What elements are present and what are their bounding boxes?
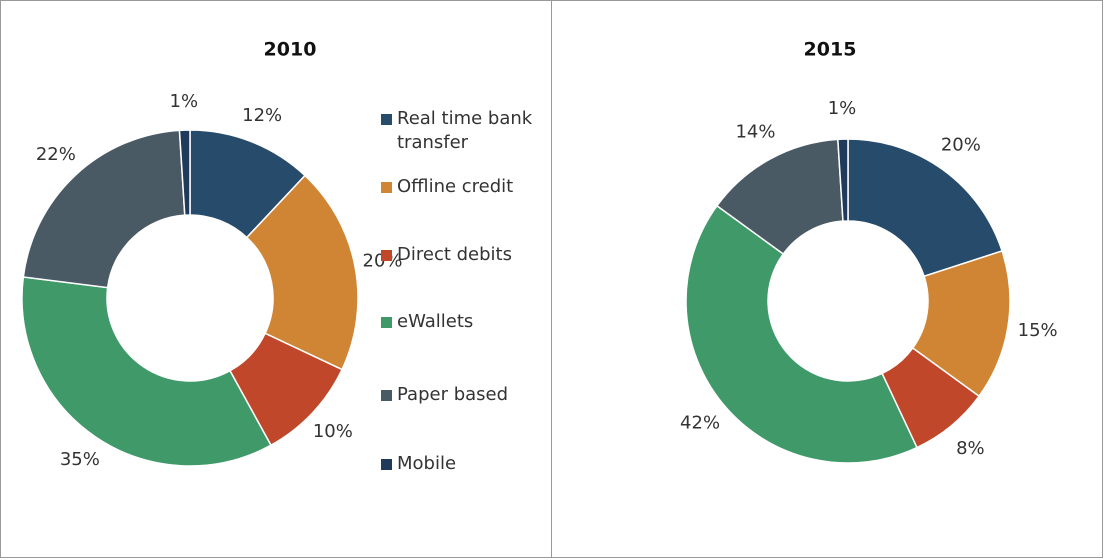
legend-item: Direct debits (381, 243, 567, 267)
data-label: 1% (828, 98, 857, 119)
data-label: 14% (735, 122, 775, 143)
donut-segment (245, 174, 359, 371)
legend-item: Mobile (381, 452, 567, 476)
legend-label: Offline credit (397, 176, 514, 197)
donut-segment (22, 129, 186, 289)
legend-swatch (381, 182, 392, 193)
donut-segment (847, 138, 1004, 278)
data-label: 12% (242, 105, 282, 126)
data-label: 8% (956, 438, 985, 459)
legend-item: Real time bank transfer (381, 107, 567, 155)
donut-segment (685, 204, 918, 464)
data-label: 35% (60, 449, 100, 470)
legend-swatch (381, 114, 392, 125)
legend-item: Offline credit (381, 175, 567, 199)
legend-swatch (381, 459, 392, 470)
legend-label: Paper based (397, 384, 509, 405)
donut-segment (178, 129, 191, 216)
legend-label: Real time bank transfer (397, 108, 533, 153)
chart-title: 2010 (264, 39, 317, 61)
panel-border (551, 0, 1103, 558)
data-label: 10% (313, 421, 353, 442)
legend-item: eWallets (381, 310, 567, 334)
data-label: 15% (1018, 320, 1058, 341)
legend-label: eWallets (397, 311, 474, 332)
donut-segment (837, 138, 849, 222)
chart-title: 2015 (804, 39, 857, 61)
donut-segment (21, 276, 272, 467)
legend-item: Paper based (381, 383, 567, 407)
legend-label: Mobile (397, 453, 457, 474)
data-label: 42% (680, 412, 720, 433)
legend-swatch (381, 390, 392, 401)
legend-swatch (381, 317, 392, 328)
legend-label: Direct debits (397, 244, 512, 265)
legend-swatch (381, 250, 392, 261)
data-label: 22% (36, 144, 76, 165)
data-label: 1% (170, 91, 199, 112)
data-label: 20% (941, 135, 981, 156)
